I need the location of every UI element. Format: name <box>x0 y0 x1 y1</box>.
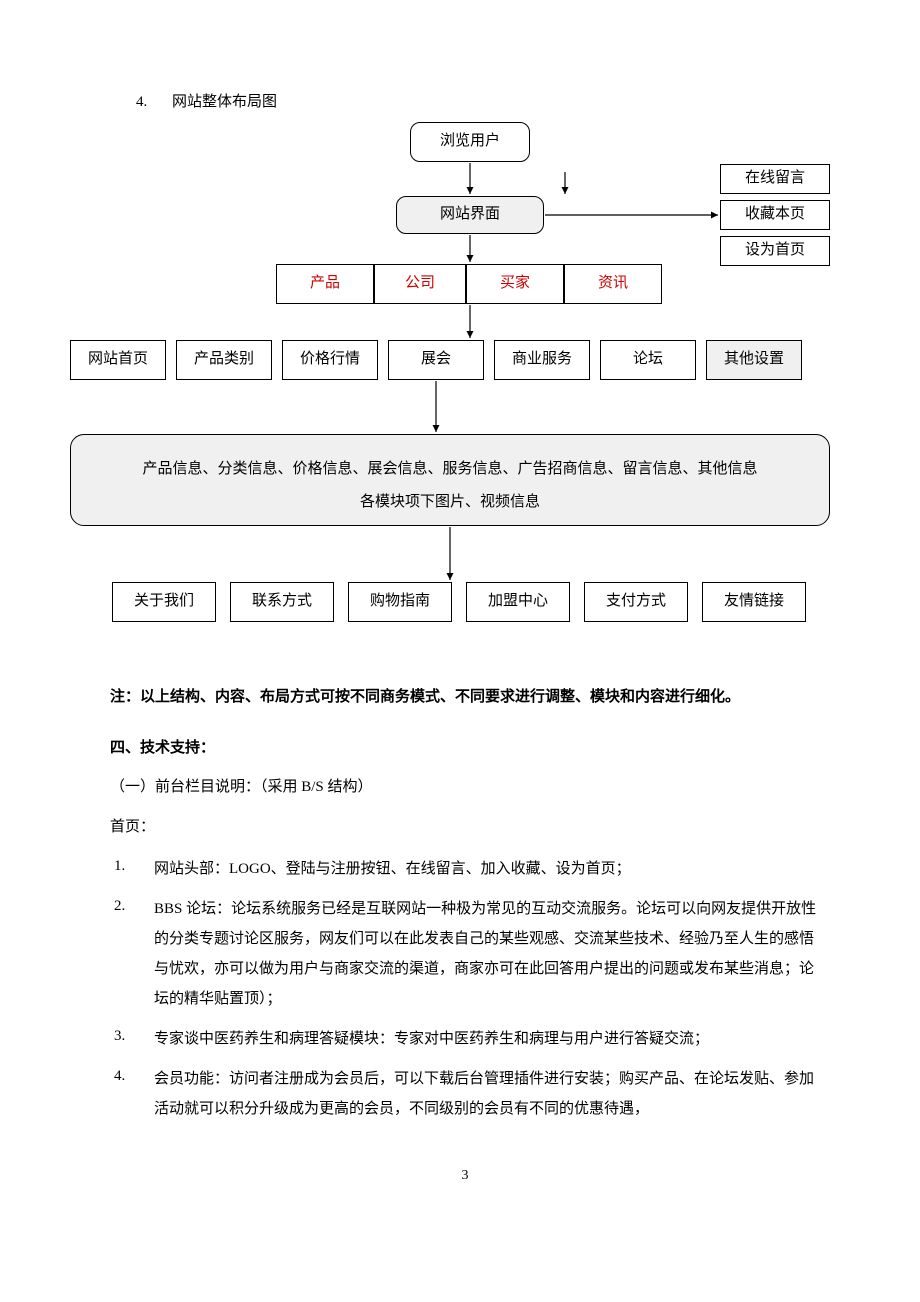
node-comp: 公司 <box>374 264 466 304</box>
node-nav1: 产品类别 <box>176 340 272 380</box>
node-foot2: 购物指南 <box>348 582 452 622</box>
node-buyer: 买家 <box>466 264 564 304</box>
node-nav5: 论坛 <box>600 340 696 380</box>
node-prod: 产品 <box>276 264 374 304</box>
node-foot3: 加盟中心 <box>466 582 570 622</box>
node-browse-user: 浏览用户 <box>410 122 530 162</box>
node-news: 资讯 <box>564 264 662 304</box>
list-item: 4. 会员功能：访问者注册成为会员后，可以下载后台管理插件进行安装；购买产品、在… <box>110 1064 820 1124</box>
list-item: 3. 专家谈中医药养生和病理答疑模块：专家对中医药养生和病理与用户进行答疑交流； <box>110 1024 820 1054</box>
item-number: 3. <box>110 1024 154 1054</box>
node-nav2: 价格行情 <box>282 340 378 380</box>
section-header: 4. 网站整体布局图 <box>136 90 820 116</box>
node-side-fav: 收藏本页 <box>720 200 830 230</box>
tech-sub2: 首页： <box>110 815 820 841</box>
node-nav4: 商业服务 <box>494 340 590 380</box>
list-item: 1. 网站头部：LOGO、登陆与注册按钮、在线留言、加入收藏、设为首页； <box>110 854 820 884</box>
list-item: 2. BBS 论坛：论坛系统服务已经是互联网站一种极为常见的互动交流服务。论坛可… <box>110 894 820 1014</box>
item-number: 2. <box>110 894 154 1014</box>
tech-list: 1. 网站头部：LOGO、登陆与注册按钮、在线留言、加入收藏、设为首页； 2. … <box>110 854 820 1124</box>
node-site-ui: 网站界面 <box>396 196 544 234</box>
node-nav6: 其他设置 <box>706 340 802 380</box>
tech-sub1: （一）前台栏目说明：（采用 B/S 结构） <box>110 775 820 801</box>
document-page: 4. 网站整体布局图 浏览用户 网站界面 在线留言 收藏本页 设为首页 产品 公… <box>0 0 920 1228</box>
item-text: 会员功能：访问者注册成为会员后，可以下载后台管理插件进行安装；购买产品、在论坛发… <box>154 1064 820 1124</box>
item-text: 专家谈中医药养生和病理答疑模块：专家对中医药养生和病理与用户进行答疑交流； <box>154 1024 820 1054</box>
tech-heading: 四、技术支持： <box>110 736 820 762</box>
layout-diagram: 浏览用户 网站界面 在线留言 收藏本页 设为首页 产品 公司 买家 资讯 网站首… <box>100 122 830 682</box>
note-text: 注：以上结构、内容、布局方式可按不同商务模式、不同要求进行调整、模块和内容进行细… <box>110 682 820 712</box>
node-nav3: 展会 <box>388 340 484 380</box>
item-number: 1. <box>110 854 154 884</box>
node-foot0: 关于我们 <box>112 582 216 622</box>
section-number: 4. <box>136 90 172 116</box>
node-foot4: 支付方式 <box>584 582 688 622</box>
node-side-msg: 在线留言 <box>720 164 830 194</box>
section-title: 网站整体布局图 <box>172 90 277 116</box>
node-foot5: 友情链接 <box>702 582 806 622</box>
node-side-home: 设为首页 <box>720 236 830 266</box>
info-line1: 产品信息、分类信息、价格信息、展会信息、服务信息、广告招商信息、留言信息、其他信… <box>91 453 809 486</box>
node-foot1: 联系方式 <box>230 582 334 622</box>
page-number: 3 <box>110 1164 820 1188</box>
node-info-box: 产品信息、分类信息、价格信息、展会信息、服务信息、广告招商信息、留言信息、其他信… <box>70 434 830 526</box>
node-nav0: 网站首页 <box>70 340 166 380</box>
item-text: 网站头部：LOGO、登陆与注册按钮、在线留言、加入收藏、设为首页； <box>154 854 820 884</box>
item-number: 4. <box>110 1064 154 1124</box>
info-line2: 各模块项下图片、视频信息 <box>91 486 809 519</box>
item-text: BBS 论坛：论坛系统服务已经是互联网站一种极为常见的互动交流服务。论坛可以向网… <box>154 894 820 1014</box>
